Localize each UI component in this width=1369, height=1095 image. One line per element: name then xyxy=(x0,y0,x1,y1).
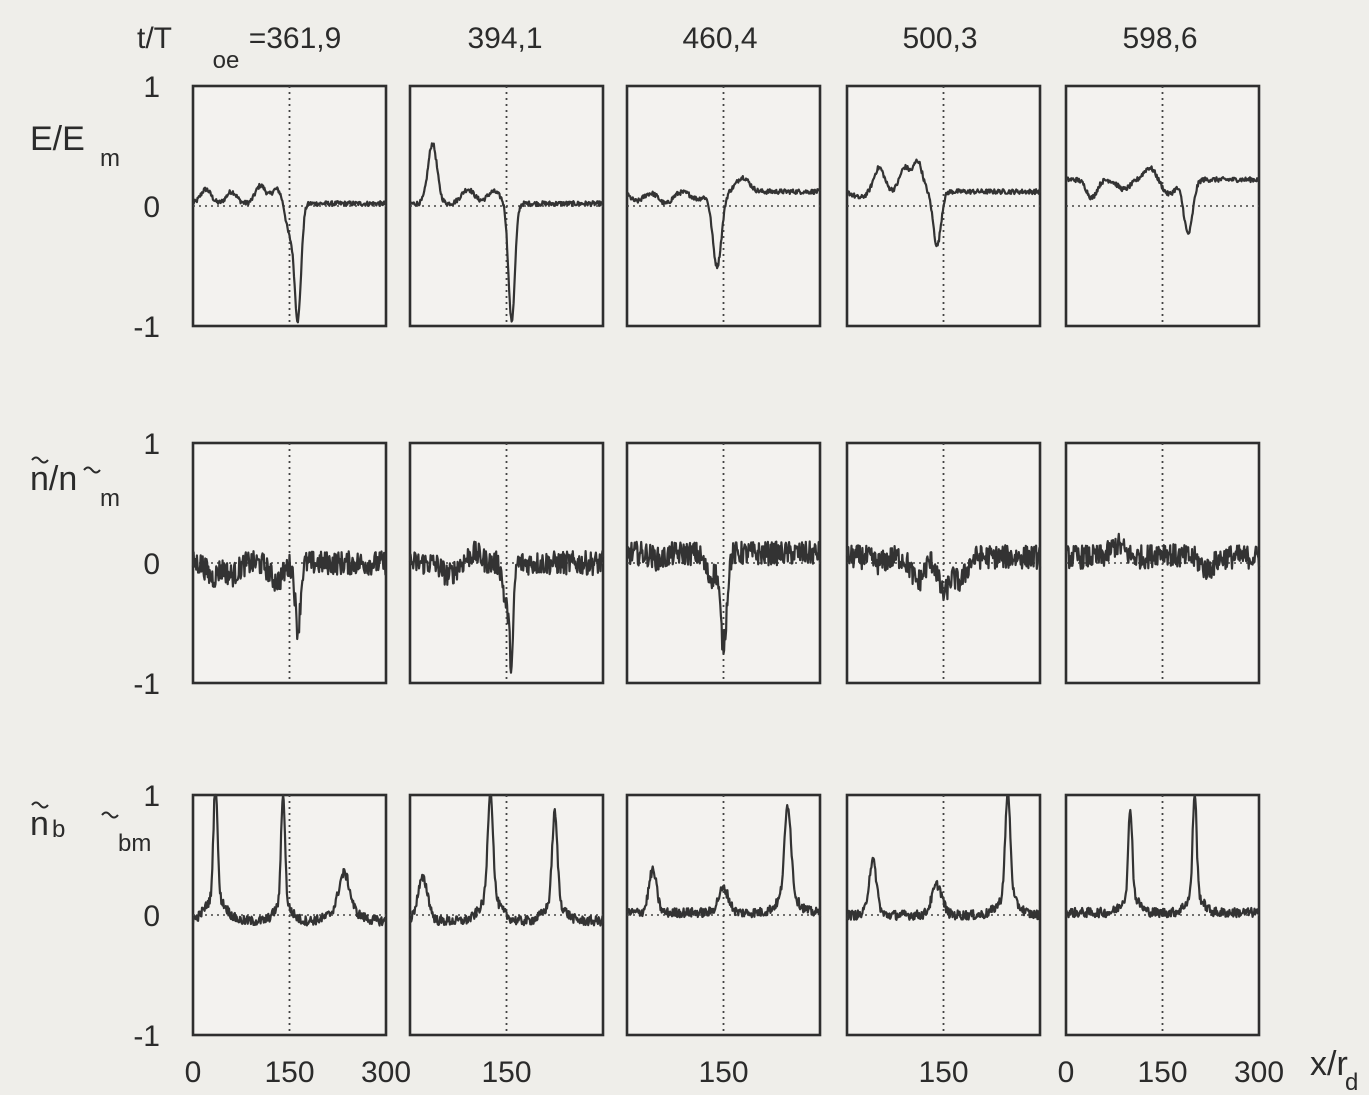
series-line xyxy=(409,142,604,323)
x-tick-label: 300 xyxy=(1234,1056,1284,1089)
y-tick-label: 0 xyxy=(143,900,160,933)
time-value-label: =361,9 xyxy=(249,22,342,55)
row-label-subscript: m xyxy=(100,485,120,512)
row-label: E/E xyxy=(30,120,85,158)
time-value-label: 598,6 xyxy=(1122,22,1197,55)
y-tick-label: 0 xyxy=(143,548,160,581)
y-tick-label: 0 xyxy=(143,191,160,224)
series-line xyxy=(408,793,605,927)
time-value-label: 460,4 xyxy=(682,22,757,55)
x-axis: 0 150 300 150 150 150 0 150 300 x/rd xyxy=(185,1045,1359,1095)
y-tick-label: 1 xyxy=(143,780,160,813)
row-label: n xyxy=(30,805,49,843)
series-line xyxy=(845,794,1042,921)
y-tick-label: -1 xyxy=(133,311,160,344)
series-line xyxy=(625,804,822,919)
y-tick-label: 1 xyxy=(143,71,160,104)
x-axis-label: x/r xyxy=(1310,1045,1348,1083)
series-line xyxy=(408,540,605,674)
series-line xyxy=(846,158,1042,248)
row-label-subscript: b xyxy=(52,816,65,843)
series-line xyxy=(191,550,388,641)
row-label-subscript: bm xyxy=(118,830,151,857)
tilde-mark xyxy=(31,456,49,464)
series-line xyxy=(1064,793,1261,919)
series-line xyxy=(1065,165,1261,235)
y-tick-label: 1 xyxy=(143,428,160,461)
panel-grid xyxy=(191,84,1261,1037)
row-label-subscript: m xyxy=(100,145,120,172)
time-axis-label-subscript: oe xyxy=(213,47,240,74)
tilde-mark xyxy=(31,801,49,809)
series-line xyxy=(191,182,388,324)
series-line xyxy=(626,540,822,655)
time-value-label: 500,3 xyxy=(902,22,977,55)
series-line xyxy=(626,175,822,270)
x-tick-label: 150 xyxy=(918,1056,968,1089)
time-titles: =361,9 394,1 460,4 500,3 598,6 t/T oe xyxy=(137,22,1198,74)
y-tick-label: -1 xyxy=(133,1020,160,1053)
x-tick-label: 150 xyxy=(264,1056,314,1089)
series-line xyxy=(1064,532,1261,580)
row-label: n/n xyxy=(30,460,77,498)
x-tick-label: 0 xyxy=(1058,1056,1075,1089)
x-tick-label: 150 xyxy=(1137,1056,1187,1089)
x-tick-label: 300 xyxy=(361,1056,411,1089)
series-line xyxy=(845,544,1042,602)
x-axis-label-subscript: d xyxy=(1345,1069,1358,1095)
time-value-label: 394,1 xyxy=(467,22,542,55)
x-tick-label: 150 xyxy=(698,1056,748,1089)
tilde-mark xyxy=(83,466,101,474)
y-tick-label: -1 xyxy=(133,668,160,701)
x-tick-label: 0 xyxy=(185,1056,202,1089)
time-axis-label: t/T xyxy=(137,22,172,55)
tilde-mark xyxy=(101,811,119,819)
series-line xyxy=(191,793,387,927)
x-tick-label: 150 xyxy=(481,1056,531,1089)
